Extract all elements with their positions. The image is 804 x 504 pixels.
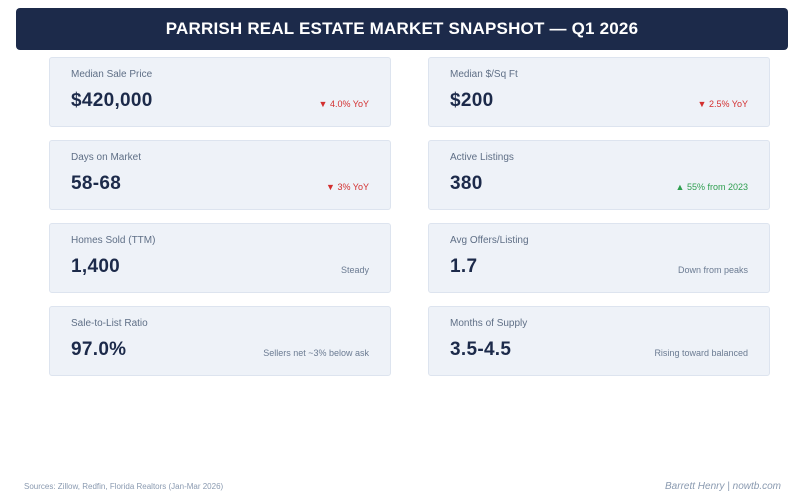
kpi-change: Rising toward balanced bbox=[654, 348, 748, 358]
kpi-label: Homes Sold (TTM) bbox=[71, 235, 156, 246]
kpi-card: Months of Supply 3.5-4.5 Rising toward bal… bbox=[428, 306, 770, 376]
kpi-card: Avg Offers/Listing 1.7 Down from peaks bbox=[428, 223, 770, 293]
kpi-value: $420,000 bbox=[71, 90, 153, 111]
kpi-value: 380 bbox=[450, 173, 483, 194]
kpi-card: Median Sale Price $420,000 ▼ 4.0% YoY bbox=[49, 57, 391, 127]
kpi-value: 1,400 bbox=[71, 256, 121, 277]
kpi-label: Median Sale Price bbox=[71, 69, 153, 80]
kpi-label: Avg Offers/Listing bbox=[450, 235, 529, 246]
kpi-change: ▲ 55% from 2023 bbox=[675, 182, 748, 192]
kpi-card: Sale-to-List Ratio 97.0% Sellers net ~3% b… bbox=[49, 306, 391, 376]
kpi-label: Median $/Sq Ft bbox=[450, 69, 518, 80]
kpi-value: 58-68 bbox=[71, 173, 122, 194]
kpi-change: ▼ 2.5% YoY bbox=[697, 99, 748, 109]
kpi-card: Median $/Sq Ft $200 ▼ 2.5% YoY bbox=[428, 57, 770, 127]
header-title: PARRISH REAL ESTATE MARKET SNAPSHOT — Q1… bbox=[16, 8, 788, 50]
source-note: Sources: Zillow, Redfin, Florida Realtor… bbox=[24, 482, 224, 491]
kpi-label: Months of Supply bbox=[450, 318, 528, 329]
kpi-value: 3.5-4.5 bbox=[450, 339, 512, 360]
kpi-label: Sale-to-List Ratio bbox=[71, 318, 148, 329]
kpi-value: $200 bbox=[450, 90, 494, 111]
credit: Barrett Henry | nowtb.com bbox=[665, 481, 781, 492]
kpi-label: Active Listings bbox=[450, 152, 514, 163]
kpi-change: Steady bbox=[340, 265, 369, 275]
kpi-change: ▼ 4.0% YoY bbox=[318, 99, 369, 109]
kpi-card: Homes Sold (TTM) 1,400 Steady bbox=[49, 223, 391, 293]
kpi-card: Days on Market 58-68 ▼ 3% YoY bbox=[49, 140, 391, 210]
kpi-change: Sellers net ~3% below ask bbox=[263, 348, 369, 358]
kpi-change: Down from peaks bbox=[677, 265, 748, 275]
kpi-card: Active Listings 380 ▲ 55% from 2023 bbox=[428, 140, 770, 210]
kpi-label: Days on Market bbox=[71, 152, 142, 163]
kpi-value: 97.0% bbox=[71, 339, 127, 360]
kpi-value: 1.7 bbox=[450, 256, 478, 277]
kpi-change: ▼ 3% YoY bbox=[326, 182, 369, 192]
